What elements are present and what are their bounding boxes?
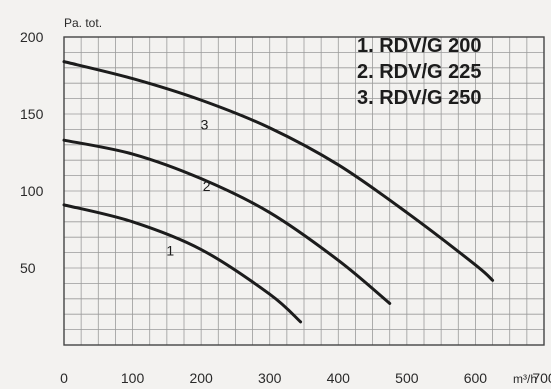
x-tick-label: 200	[189, 370, 213, 386]
x-axis-unit-label: m³/h	[513, 372, 537, 386]
series-line-2	[62, 138, 392, 305]
y-tick-label: 150	[20, 106, 44, 122]
x-tick-label: 0	[60, 370, 68, 386]
y-axis-label: Pa. tot.	[64, 16, 102, 30]
series-label-3: 3	[201, 116, 209, 132]
y-tick-label: 200	[20, 29, 44, 45]
legend-entry-2: 2. RDV/G 225	[357, 61, 482, 83]
series-line-3	[62, 60, 495, 282]
x-tick-label: 600	[464, 370, 488, 386]
series-label-1: 1	[166, 243, 174, 259]
legend-entry-3: 3. RDV/G 250	[357, 87, 482, 109]
series-line-1	[62, 203, 303, 324]
x-tick-label: 300	[258, 370, 282, 386]
curves	[62, 60, 495, 324]
series-label-2: 2	[203, 178, 211, 194]
x-tick-label: 700	[532, 370, 551, 386]
legend: 1. RDV/G 200 2. RDV/G 225 3. RDV/G 250	[357, 35, 482, 109]
y-tick-label: 100	[20, 183, 44, 199]
plot-frame	[63, 36, 545, 346]
x-tick-label: 500	[395, 370, 419, 386]
x-tick-label: 100	[121, 370, 145, 386]
legend-entry-1: 1. RDV/G 200	[357, 35, 482, 57]
labels: 0 100 200 300 400 500 600 700 200 150 100 50 1 2 3	[20, 29, 551, 386]
y-tick-label: 50	[20, 260, 36, 276]
x-tick-label: 400	[327, 370, 351, 386]
grid	[64, 37, 544, 345]
